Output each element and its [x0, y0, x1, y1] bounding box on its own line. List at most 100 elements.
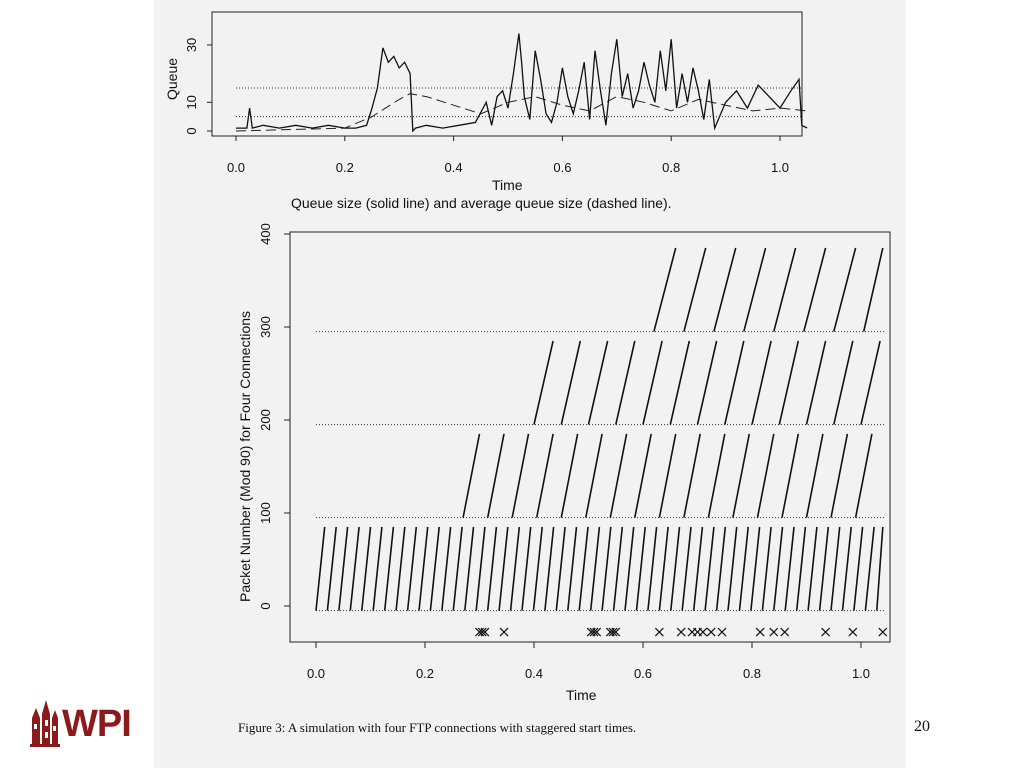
packet-trace-segment	[349, 526, 360, 611]
packet-trace-segment	[683, 433, 701, 518]
packet-trace-segment	[750, 526, 761, 611]
queue-y-ticks: 0 10 30	[184, 38, 212, 135]
drop-mark	[698, 627, 708, 637]
drop-mark	[611, 627, 621, 637]
queue-x-tick-label: 0.8	[662, 160, 680, 175]
packet-trace-segment	[715, 526, 727, 611]
packet-x-tick-label: 0.0	[307, 666, 325, 681]
drop-mark-stroke	[592, 627, 602, 637]
packet-trace-segment	[670, 526, 681, 611]
packet-trace-segment	[418, 526, 429, 611]
packet-trace-segment	[696, 340, 718, 425]
drop-mark-stroke	[676, 627, 686, 637]
packet-trace-segment	[743, 247, 767, 332]
packet-trace-segment	[830, 526, 841, 611]
drop-mark	[477, 627, 487, 637]
wpi-logo-text: WPI	[62, 703, 132, 745]
drop-mark	[780, 627, 790, 637]
packet-x-tick-label: 0.6	[634, 666, 652, 681]
queue-y-label: Queue	[164, 58, 180, 100]
packet-trace-segment	[609, 433, 628, 518]
packet-trace-segment	[876, 526, 884, 611]
drop-mark-stroke	[780, 627, 790, 637]
packet-trace-segment	[361, 526, 372, 611]
packet-trace-segment	[854, 433, 873, 518]
drop-mark-stroke	[717, 627, 727, 637]
drop-mark	[706, 627, 716, 637]
packet-trace-segment	[853, 526, 864, 611]
drop-mark	[589, 627, 599, 637]
packet-trace-segment	[578, 526, 589, 611]
queue-x-ticks: 0.0 0.2 0.4 0.6 0.8 1.0	[227, 136, 789, 175]
drop-mark-stroke	[654, 627, 664, 637]
packet-trace-segment	[803, 247, 827, 332]
packet-trace-segment	[372, 526, 383, 611]
packet-trace-segment	[751, 340, 772, 425]
queue-y-tick-label: 10	[184, 95, 199, 109]
drop-mark	[592, 627, 602, 637]
drop-mark	[878, 627, 888, 637]
packet-trace-segment	[498, 526, 509, 611]
queue-caption: Queue size (solid line) and average queu…	[291, 195, 672, 211]
drop-mark-stroke	[769, 627, 779, 637]
packet-trace-segment	[833, 247, 857, 332]
packet-trace-segment	[601, 526, 612, 611]
packet-traces	[315, 247, 884, 611]
page-number: 20	[914, 718, 930, 735]
drop-mark-stroke	[611, 627, 621, 637]
queue-x-tick-label: 0.4	[445, 160, 463, 175]
packet-x-tick-label: 0.2	[416, 666, 434, 681]
packet-trace-segment	[533, 340, 554, 425]
packet-trace-segment	[567, 526, 578, 611]
queue-chart: 0.0 0.2 0.4 0.6 0.8 1.0 0 10 30 Time Queue Queu…	[164, 11, 808, 211]
drop-mark	[654, 627, 664, 637]
wpi-logo	[30, 700, 60, 747]
packet-trace-segment	[615, 340, 636, 425]
packet-trace-segment	[781, 433, 800, 518]
packet-trace-segment	[669, 340, 691, 425]
packet-trace-segment	[830, 433, 849, 518]
packet-trace-segment	[756, 433, 775, 518]
drop-mark-stroke	[848, 627, 858, 637]
drop-mark	[769, 627, 779, 637]
packet-trace-segment	[862, 247, 884, 332]
queue-average-line	[235, 93, 808, 132]
packet-chart: 0.0 0.2 0.4 0.6 0.8 1.0 0 100 200 300 400 Time Pa…	[237, 223, 891, 703]
packet-y-ticks: 0 100 200 300 400	[258, 223, 290, 610]
packet-trace-segment	[724, 340, 745, 425]
drop-mark-stroke	[698, 627, 708, 637]
packet-trace-segment	[704, 526, 715, 611]
packet-trace-segment	[833, 340, 854, 425]
packet-trace-segment	[647, 526, 658, 611]
packet-trace-segment	[462, 433, 481, 518]
packet-trace-segment	[624, 526, 635, 611]
packet-trace-segment	[560, 340, 582, 425]
packet-trace-segment	[509, 526, 521, 611]
packet-trace-segment	[535, 433, 554, 518]
drop-mark-stroke	[480, 627, 490, 637]
packet-trace-segment	[560, 433, 579, 518]
queue-y-tick-label: 0	[184, 127, 199, 134]
queue-x-label: Time	[492, 177, 523, 193]
drop-mark-stroke	[706, 627, 716, 637]
packet-trace-segment	[486, 526, 498, 611]
packet-trace-segment	[532, 526, 543, 611]
packet-x-tick-label: 0.8	[743, 666, 761, 681]
drop-mark	[499, 627, 509, 637]
drop-mark-stroke	[821, 627, 830, 637]
packet-offset-lines	[316, 331, 886, 612]
packet-trace-segment	[860, 340, 881, 425]
packet-trace-segment	[864, 526, 875, 611]
packet-trace-segment	[464, 526, 475, 611]
drop-mark-stroke	[608, 627, 618, 637]
packet-trace-segment	[841, 526, 852, 611]
drop-mark	[755, 627, 765, 637]
packet-trace-segment	[441, 526, 452, 611]
packet-trace-segment	[338, 526, 349, 611]
packet-trace-segment	[585, 433, 603, 518]
packet-trace-segment	[818, 526, 830, 611]
drop-mark	[821, 627, 830, 637]
packet-trace-segment	[634, 433, 652, 518]
packet-trace-segment	[713, 247, 737, 332]
